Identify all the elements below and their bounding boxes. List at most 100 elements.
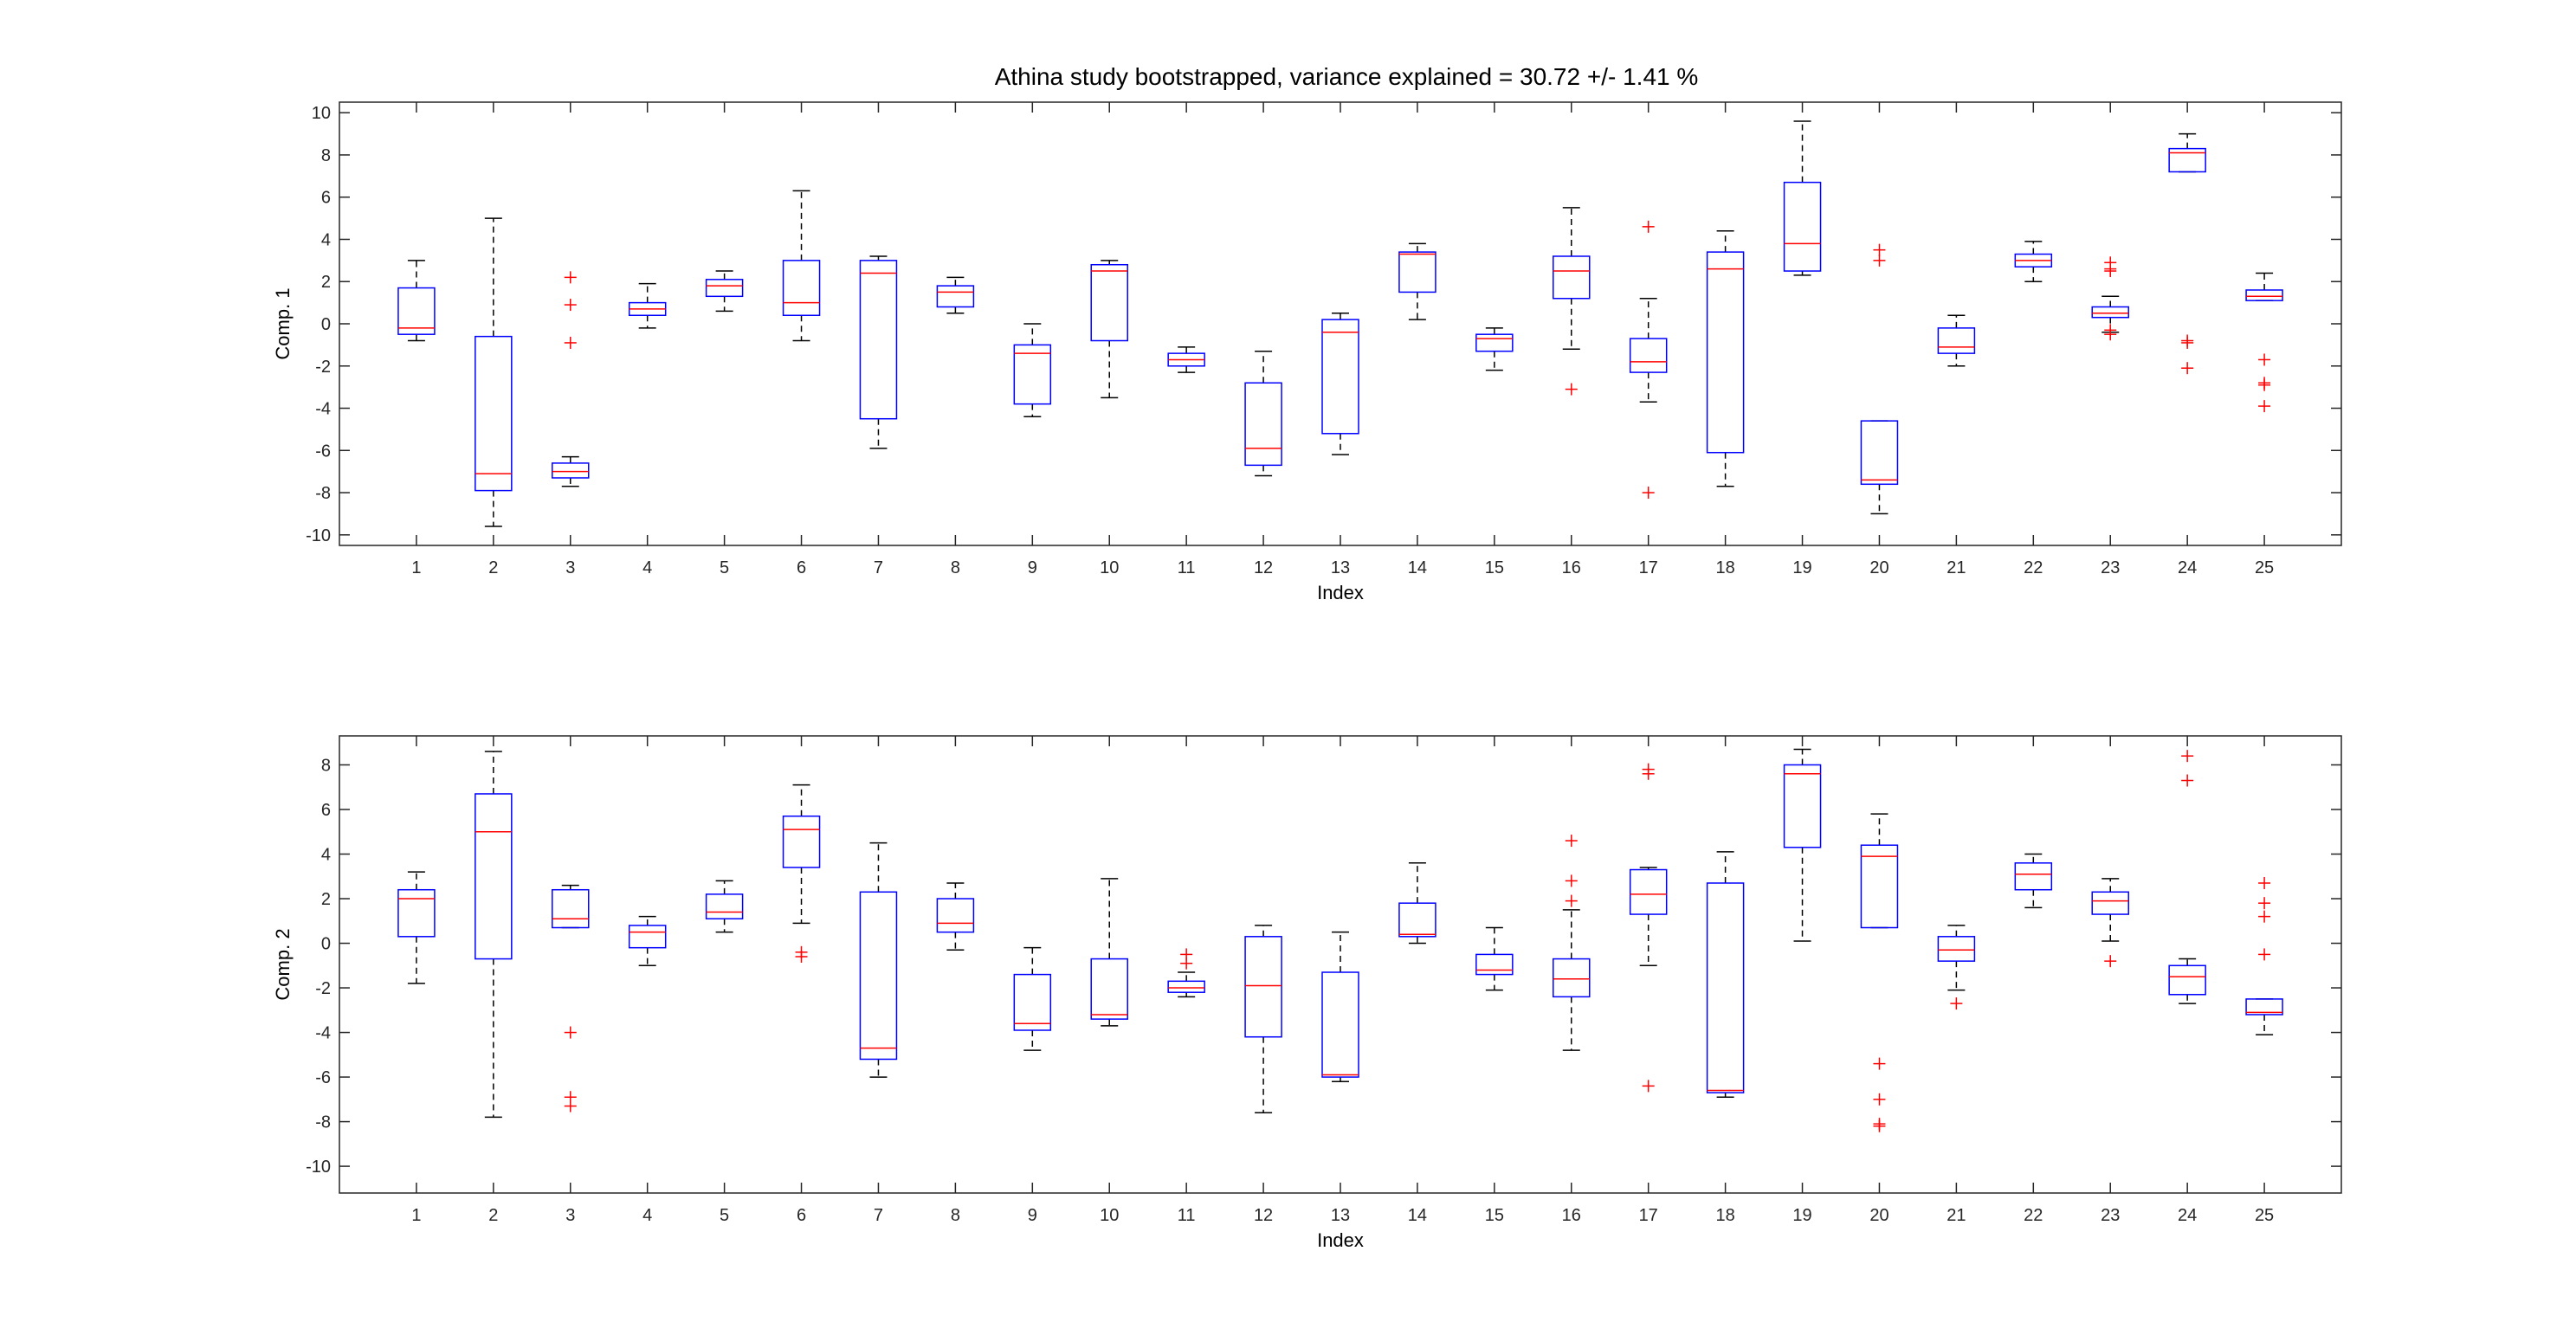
iqr-box xyxy=(1475,333,1514,352)
outlier-marker xyxy=(1873,243,1886,256)
x-tick-label: 18 xyxy=(1715,1206,1734,1225)
box-2 xyxy=(475,217,513,527)
y-tick-label: -2 xyxy=(315,979,331,998)
iqr-box xyxy=(475,335,513,492)
box-18 xyxy=(1706,851,1745,1098)
y-tick-label: -8 xyxy=(315,1113,331,1132)
x-tick-label: 15 xyxy=(1485,558,1504,577)
x-tick-label: 3 xyxy=(565,1206,575,1225)
box-25 xyxy=(2245,876,2283,1035)
box-17 xyxy=(1629,220,1668,500)
iqr-box xyxy=(1860,844,1899,929)
outlier-marker xyxy=(1565,894,1578,907)
x-axis-label: Index xyxy=(1317,1229,1364,1251)
box-19 xyxy=(1783,748,1822,942)
iqr-box xyxy=(628,925,667,949)
outlier-marker xyxy=(1565,874,1578,887)
x-tick-label: 19 xyxy=(1792,1206,1811,1225)
outlier-marker xyxy=(795,950,808,963)
x-tick-label: 20 xyxy=(1869,1206,1888,1225)
outlier-marker xyxy=(564,299,577,312)
box-8 xyxy=(936,276,975,314)
box-13 xyxy=(1321,313,1359,455)
x-tick-label: 13 xyxy=(1331,1206,1350,1225)
y-tick-label: -8 xyxy=(315,484,331,503)
x-tick-label: 18 xyxy=(1715,558,1734,577)
iqr-box xyxy=(1244,936,1282,1038)
box-3 xyxy=(552,271,590,487)
x-tick-label: 17 xyxy=(1639,558,1658,577)
outlier-marker xyxy=(2258,353,2271,366)
outlier-marker xyxy=(1180,957,1193,970)
outlier-marker xyxy=(2181,774,2194,787)
x-tick-label: 22 xyxy=(2024,558,2043,577)
y-tick-label: -10 xyxy=(306,1158,331,1177)
x-tick-label: 7 xyxy=(874,558,883,577)
iqr-box xyxy=(1706,882,1745,1093)
y-tick-label: 2 xyxy=(321,890,331,909)
x-tick-label: 11 xyxy=(1178,1206,1196,1225)
iqr-box xyxy=(705,893,744,919)
plot-area xyxy=(339,101,2342,546)
outlier-marker xyxy=(1565,835,1578,848)
iqr-box xyxy=(552,462,590,479)
iqr-box xyxy=(1398,902,1436,938)
y-axis-label: Comp. 2 xyxy=(272,928,294,1000)
y-axis-label: Comp. 1 xyxy=(272,287,294,359)
box-3 xyxy=(552,884,590,1112)
x-tick-label: 10 xyxy=(1100,1206,1119,1225)
iqr-box xyxy=(2245,289,2283,301)
x-tick-label: 13 xyxy=(1331,558,1350,577)
y-tick-label: -2 xyxy=(315,358,331,377)
x-tick-label: 14 xyxy=(1408,1206,1427,1225)
outlier-marker xyxy=(564,271,577,284)
iqr-box xyxy=(705,279,744,298)
x-tick-label: 23 xyxy=(2101,558,2120,577)
iqr-box xyxy=(859,891,898,1061)
iqr-box xyxy=(2014,862,2053,891)
iqr-box xyxy=(1553,958,1591,998)
x-tick-label: 15 xyxy=(1485,1206,1504,1225)
outlier-marker xyxy=(1642,767,1655,780)
x-tick-label: 3 xyxy=(565,558,575,577)
iqr-box xyxy=(1013,973,1052,1031)
x-tick-label: 4 xyxy=(642,558,652,577)
outlier-marker xyxy=(2104,265,2117,278)
box-12 xyxy=(1244,350,1282,477)
outlier-marker xyxy=(564,1100,577,1112)
outlier-marker xyxy=(1950,997,1963,1010)
y-tick-label: 10 xyxy=(312,104,331,123)
x-tick-label: 1 xyxy=(411,1206,421,1225)
iqr-box xyxy=(2091,306,2129,319)
y-tick-label: 0 xyxy=(321,315,331,334)
y-tick-label: 4 xyxy=(321,230,331,249)
x-tick-label: 10 xyxy=(1100,558,1119,577)
box-8 xyxy=(936,882,975,951)
outlier-marker xyxy=(1873,254,1886,267)
iqr-box xyxy=(1706,251,1745,454)
x-tick-label: 4 xyxy=(642,1206,652,1225)
iqr-box xyxy=(859,260,898,420)
x-tick-label: 24 xyxy=(2178,1206,2197,1225)
iqr-box xyxy=(782,260,821,316)
box-22 xyxy=(2014,241,2053,282)
box-4 xyxy=(628,282,667,329)
x-tick-label: 16 xyxy=(1562,1206,1581,1225)
x-tick-label: 7 xyxy=(874,1206,883,1225)
x-tick-label: 19 xyxy=(1792,558,1811,577)
y-tick-label: 4 xyxy=(321,846,331,865)
box-18 xyxy=(1706,229,1745,487)
iqr-box xyxy=(782,815,821,868)
x-tick-label: 23 xyxy=(2101,1206,2120,1225)
figure-title: Athina study bootstrapped, variance expl… xyxy=(995,63,1699,90)
x-tick-label: 9 xyxy=(1028,558,1037,577)
x-axis-label: Index xyxy=(1317,582,1364,603)
outlier-marker xyxy=(1873,1057,1886,1070)
outlier-marker xyxy=(1873,1093,1886,1106)
box-15 xyxy=(1475,327,1514,371)
iqr-box xyxy=(2168,964,2206,996)
iqr-box xyxy=(1629,868,1668,915)
x-tick-label: 8 xyxy=(951,1206,960,1225)
outlier-marker xyxy=(2104,955,2117,968)
